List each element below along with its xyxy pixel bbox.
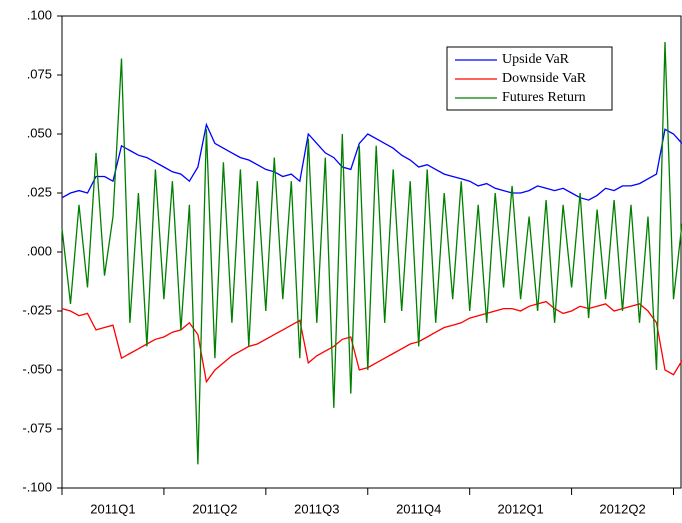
- y-tick-label: .050: [27, 125, 52, 140]
- y-tick-label: -.100: [22, 479, 52, 494]
- legend-label: Upside VaR: [502, 52, 570, 67]
- x-tick-label: 2011Q1: [90, 501, 135, 516]
- y-tick-label: .000: [27, 243, 52, 258]
- series-line: [61, 122, 682, 201]
- x-tick-label: 2011Q3: [294, 501, 339, 516]
- x-tick-label: 2011Q2: [192, 501, 237, 516]
- legend-label: Futures Return: [502, 90, 586, 105]
- y-tick-label: .100: [27, 7, 52, 22]
- y-tick-label: -.050: [22, 361, 52, 376]
- legend-label: Downside VaR: [502, 71, 587, 86]
- series-line: [61, 41, 682, 465]
- x-tick-label: 2012Q1: [497, 501, 543, 516]
- x-tick-label: 2011Q4: [396, 501, 441, 516]
- y-tick-label: -.025: [22, 302, 52, 317]
- y-tick-label: .075: [27, 66, 52, 81]
- x-tick-label: 2012Q2: [599, 501, 645, 516]
- legend: Upside VaR Downside VaR Futures Return: [446, 46, 613, 111]
- y-tick-label: .025: [27, 184, 52, 199]
- series-line: [61, 300, 682, 384]
- y-tick-label: -.075: [22, 420, 52, 435]
